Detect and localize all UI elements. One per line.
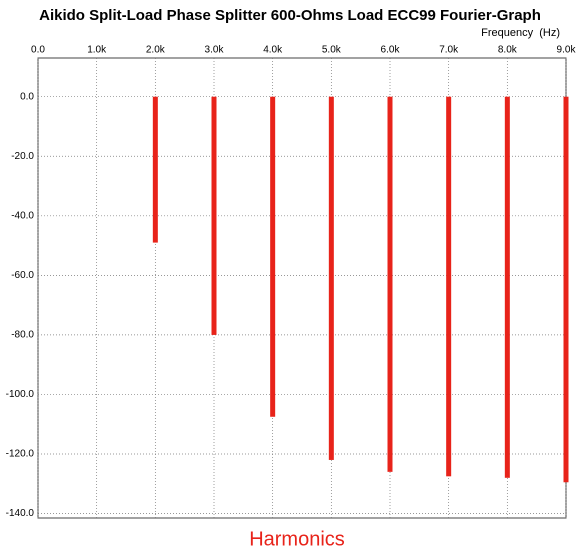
y-tick-label: -20.0 [11, 151, 34, 162]
annotation: Harmonics [249, 528, 345, 550]
y-tick-label: -100.0 [6, 389, 35, 400]
x-axis-label: Frequency (Hz) [481, 27, 560, 39]
y-tick-label: 0.0 [20, 91, 34, 102]
bar [387, 96, 393, 472]
x-tick-label: 3.0k [205, 45, 225, 56]
bar [563, 96, 569, 483]
y-tick-label: -120.0 [6, 449, 35, 460]
x-tick-label: 2.0k [146, 45, 166, 56]
y-tick-label: -80.0 [11, 330, 34, 341]
y-tick-label: -140.0 [6, 508, 35, 519]
x-tick-label: 6.0k [381, 45, 401, 56]
bar [152, 96, 158, 243]
chart-title: Aikido Split-Load Phase Splitter 600-Ohm… [39, 7, 541, 24]
x-tick-label: 0.0 [31, 45, 45, 56]
x-tick-label: 9.0k [557, 45, 577, 56]
bar [446, 96, 452, 477]
bar [328, 96, 334, 460]
x-tick-label: 1.0k [87, 45, 107, 56]
plot-frame [37, 57, 567, 519]
x-tick-label: 7.0k [439, 45, 459, 56]
bar [211, 96, 217, 335]
bar [504, 96, 510, 478]
x-tick-label: 5.0k [322, 45, 342, 56]
bar [270, 96, 276, 417]
x-tick-label: 8.0k [498, 45, 518, 56]
y-tick-label: -40.0 [11, 210, 34, 221]
x-tick-label: 4.0k [263, 45, 283, 56]
y-tick-label: -60.0 [11, 270, 34, 281]
